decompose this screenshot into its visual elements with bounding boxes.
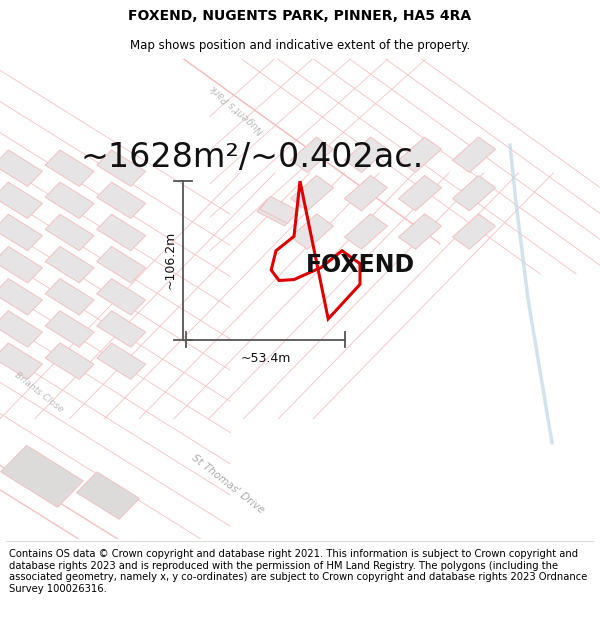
Polygon shape bbox=[45, 150, 94, 186]
Polygon shape bbox=[0, 311, 43, 348]
Polygon shape bbox=[77, 472, 139, 519]
Polygon shape bbox=[0, 182, 43, 219]
Polygon shape bbox=[45, 343, 94, 379]
Polygon shape bbox=[97, 279, 146, 315]
Polygon shape bbox=[0, 246, 43, 283]
Text: Nugent's Park: Nugent's Park bbox=[208, 82, 266, 136]
Text: FOXEND: FOXEND bbox=[305, 253, 415, 277]
Polygon shape bbox=[97, 150, 146, 186]
Polygon shape bbox=[97, 343, 146, 379]
Polygon shape bbox=[452, 137, 496, 172]
Polygon shape bbox=[45, 246, 94, 283]
Polygon shape bbox=[344, 214, 388, 249]
Text: St Thomas' Drive: St Thomas' Drive bbox=[190, 452, 266, 515]
Polygon shape bbox=[257, 199, 295, 226]
Polygon shape bbox=[97, 311, 146, 348]
Polygon shape bbox=[0, 150, 43, 186]
Polygon shape bbox=[45, 182, 94, 219]
Polygon shape bbox=[452, 176, 496, 211]
Polygon shape bbox=[0, 279, 43, 315]
Polygon shape bbox=[398, 214, 442, 249]
Text: FOXEND, NUGENTS PARK, PINNER, HA5 4RA: FOXEND, NUGENTS PARK, PINNER, HA5 4RA bbox=[128, 9, 472, 24]
Polygon shape bbox=[45, 279, 94, 315]
Polygon shape bbox=[290, 214, 334, 249]
Polygon shape bbox=[290, 137, 334, 172]
Polygon shape bbox=[344, 176, 388, 211]
Polygon shape bbox=[452, 214, 496, 249]
Text: Briants Close: Briants Close bbox=[13, 371, 65, 414]
Text: ~1628m²/~0.402ac.: ~1628m²/~0.402ac. bbox=[80, 141, 424, 174]
Text: ~53.4m: ~53.4m bbox=[241, 351, 290, 364]
Polygon shape bbox=[0, 343, 43, 379]
Polygon shape bbox=[45, 214, 94, 251]
Polygon shape bbox=[0, 214, 43, 251]
Polygon shape bbox=[260, 196, 298, 224]
Text: ~106.2m: ~106.2m bbox=[163, 231, 176, 289]
Polygon shape bbox=[97, 246, 146, 283]
Polygon shape bbox=[97, 214, 146, 251]
Polygon shape bbox=[290, 176, 334, 211]
Polygon shape bbox=[398, 137, 442, 172]
Polygon shape bbox=[344, 137, 388, 172]
Text: Map shows position and indicative extent of the property.: Map shows position and indicative extent… bbox=[130, 39, 470, 52]
Polygon shape bbox=[1, 446, 83, 508]
Text: Contains OS data © Crown copyright and database right 2021. This information is : Contains OS data © Crown copyright and d… bbox=[9, 549, 587, 594]
Polygon shape bbox=[45, 311, 94, 348]
Polygon shape bbox=[398, 176, 442, 211]
Polygon shape bbox=[97, 182, 146, 219]
